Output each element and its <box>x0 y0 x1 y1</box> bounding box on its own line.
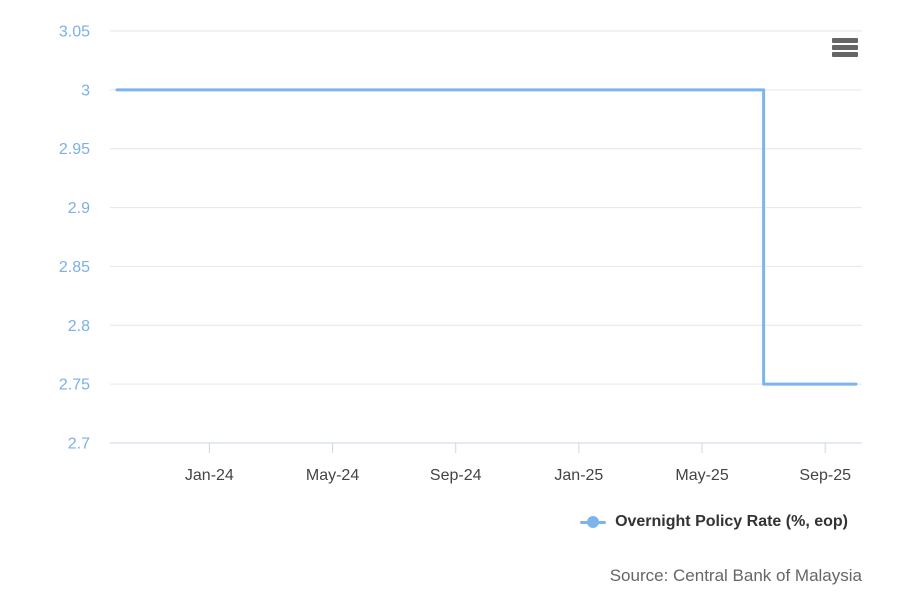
chart-context-menu-button[interactable] <box>832 38 858 57</box>
y-axis-label: 2.7 <box>68 436 90 453</box>
y-axis-label: 2.85 <box>59 259 90 276</box>
legend-label: Overnight Policy Rate (%, eop) <box>615 513 848 530</box>
legend-line-marker-icon <box>580 516 607 528</box>
x-axis-label: May-25 <box>675 467 728 484</box>
legend-item-overnight-policy-rate[interactable]: Overnight Policy Rate (%, eop) <box>580 513 848 531</box>
hamburger-menu-icon <box>832 38 858 43</box>
x-axis-label: Jan-24 <box>185 467 234 484</box>
y-axis-label: 3.05 <box>59 24 90 41</box>
y-axis-label: 2.95 <box>59 141 90 158</box>
x-axis-label: Sep-25 <box>799 467 851 484</box>
plot-area: 3.05 3 2.95 2.9 2.85 2.8 2.75 2.7 Jan-24 May-24 Se… <box>59 24 862 484</box>
x-axis-label: May-24 <box>306 467 359 484</box>
legend-point-marker-icon <box>587 516 600 528</box>
y-axis-label: 2.9 <box>68 200 90 217</box>
hamburger-menu-icon <box>832 52 858 57</box>
source-text: Source: Central Bank of Malaysia <box>609 566 862 585</box>
y-axis-label: 2.8 <box>68 318 90 335</box>
x-axis-label: Sep-24 <box>430 467 482 484</box>
y-axis-label: 3 <box>81 82 90 99</box>
y-axis-label: 2.75 <box>59 377 90 394</box>
x-axis-label: Jan-25 <box>554 467 603 484</box>
hamburger-menu-icon <box>832 45 858 50</box>
series-line-overnight-policy-rate[interactable] <box>115 88 858 386</box>
